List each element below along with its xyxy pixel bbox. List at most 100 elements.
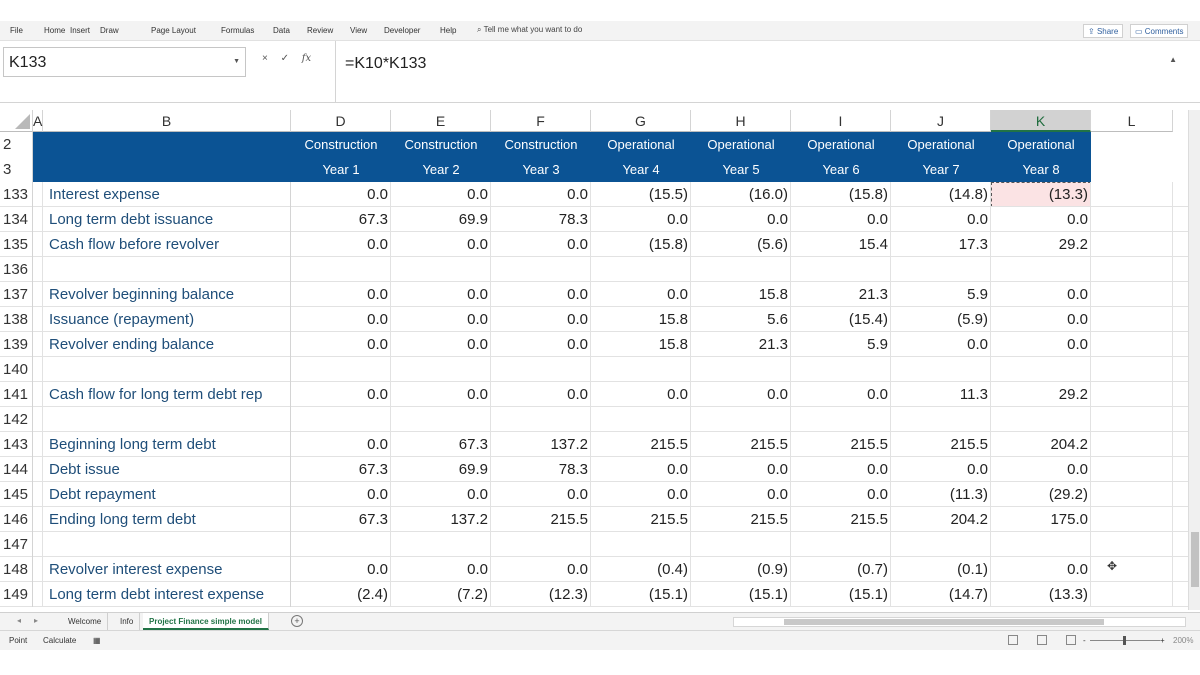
ribbon-tab-data[interactable]: Data — [273, 26, 290, 35]
header-cell[interactable]: Year 3 — [522, 162, 560, 177]
row-label[interactable]: Cash flow before revolver — [43, 232, 291, 257]
cell-a[interactable] — [33, 207, 43, 232]
cell-e[interactable] — [391, 532, 491, 557]
cell-i[interactable]: (15.8) — [791, 182, 891, 207]
cell-h[interactable]: (0.9) — [691, 557, 791, 582]
cell-j[interactable] — [891, 257, 991, 282]
cell-k[interactable]: 0.0 — [991, 457, 1091, 482]
header-cell[interactable]: Construction — [404, 137, 478, 152]
cell-l[interactable] — [1091, 532, 1173, 557]
cell-k[interactable]: 0.0 — [991, 282, 1091, 307]
cell-f[interactable] — [491, 357, 591, 382]
cell-k[interactable]: 175.0 — [991, 507, 1091, 532]
row-label[interactable] — [43, 357, 291, 382]
tell-me-search[interactable]: ⌕ Tell me what you want to do — [477, 25, 583, 34]
cell-i[interactable] — [791, 257, 891, 282]
column-header-i[interactable]: I — [791, 110, 891, 132]
cell-e[interactable]: 0.0 — [391, 282, 491, 307]
cell-d[interactable] — [291, 257, 391, 282]
ribbon-tab-page-layout[interactable]: Page Layout — [151, 26, 196, 35]
status-calculate[interactable]: Calculate — [43, 636, 77, 645]
insert-function-icon[interactable]: fx — [301, 53, 312, 64]
cell-e[interactable]: 69.9 — [391, 457, 491, 482]
cell-k[interactable] — [991, 357, 1091, 382]
chevron-down-icon[interactable]: ▼ — [233, 58, 240, 65]
cell-l[interactable] — [1091, 457, 1173, 482]
cell-g[interactable]: 0.0 — [591, 207, 691, 232]
column-header-a[interactable]: A — [33, 110, 43, 132]
cell-g[interactable]: (15.8) — [591, 232, 691, 257]
enter-icon[interactable]: ✓ — [280, 53, 290, 64]
share-button[interactable]: ⇪ Share — [1083, 24, 1124, 38]
cell-f[interactable]: (12.3) — [491, 582, 591, 607]
cell-h[interactable]: 0.0 — [691, 382, 791, 407]
cell-f[interactable]: 0.0 — [491, 232, 591, 257]
cell-g[interactable] — [591, 532, 691, 557]
cell-d[interactable]: 0.0 — [291, 382, 391, 407]
cell-l[interactable] — [1091, 207, 1173, 232]
cancel-icon[interactable]: × — [262, 53, 268, 64]
cell-a[interactable] — [33, 457, 43, 482]
cell-j[interactable]: (14.8) — [891, 182, 991, 207]
page-break-view-icon[interactable] — [1066, 635, 1076, 645]
select-all-corner[interactable] — [0, 110, 33, 132]
row-number[interactable]: 144 — [0, 457, 33, 482]
cell-a[interactable] — [33, 532, 43, 557]
row-label[interactable]: Interest expense — [43, 182, 291, 207]
cell-e[interactable]: 137.2 — [391, 507, 491, 532]
cell-l[interactable] — [1091, 432, 1173, 457]
cell-j[interactable]: 0.0 — [891, 457, 991, 482]
row-label[interactable]: Long term debt issuance — [43, 207, 291, 232]
ribbon-tab-help[interactable]: Help — [440, 26, 457, 35]
cell-e[interactable]: 0.0 — [391, 182, 491, 207]
row-label[interactable]: Issuance (repayment) — [43, 307, 291, 332]
cell-a[interactable] — [33, 282, 43, 307]
row-label[interactable]: Debt repayment — [43, 482, 291, 507]
row-number[interactable]: 145 — [0, 482, 33, 507]
collapse-formula-bar-icon[interactable]: ▲ — [1169, 55, 1177, 64]
cell-h[interactable]: 0.0 — [691, 457, 791, 482]
row-number[interactable]: 148 — [0, 557, 33, 582]
cell-j[interactable]: (5.9) — [891, 307, 991, 332]
cell-g[interactable] — [591, 257, 691, 282]
cell-l[interactable] — [1091, 482, 1173, 507]
cell-k[interactable]: (13.3) — [991, 182, 1091, 207]
zoom-level[interactable]: 200% — [1173, 636, 1194, 645]
cell-d[interactable]: 67.3 — [291, 507, 391, 532]
cell-e[interactable] — [391, 257, 491, 282]
next-sheet-icon[interactable]: ▸ — [34, 616, 39, 625]
cell-g[interactable]: (0.4) — [591, 557, 691, 582]
cell-d[interactable]: 0.0 — [291, 432, 391, 457]
cell-g[interactable] — [591, 407, 691, 432]
cell-h[interactable]: 215.5 — [691, 432, 791, 457]
cell-k[interactable]: 29.2 — [991, 382, 1091, 407]
cell-i[interactable] — [791, 357, 891, 382]
cell-l[interactable] — [1091, 557, 1173, 582]
zoom-out-icon[interactable]: - — [1083, 636, 1086, 645]
header-cell[interactable]: Year 5 — [722, 162, 760, 177]
vertical-scrollbar[interactable] — [1188, 110, 1200, 610]
cell-j[interactable]: (0.1) — [891, 557, 991, 582]
cell-d[interactable]: 0.0 — [291, 182, 391, 207]
row-label[interactable]: Revolver beginning balance — [43, 282, 291, 307]
column-header-b[interactable]: B — [43, 110, 291, 132]
row-label[interactable]: Long term debt interest expense — [43, 582, 291, 607]
formula-input[interactable]: =K10*K133 ▲ — [335, 41, 1185, 103]
row-number[interactable]: 138 — [0, 307, 33, 332]
header-cell[interactable]: Operational — [707, 137, 775, 152]
row-number[interactable]: 136 — [0, 257, 33, 282]
cell-i[interactable]: 0.0 — [791, 207, 891, 232]
row-label[interactable]: Revolver interest expense — [43, 557, 291, 582]
cell-k[interactable]: (13.3) — [991, 582, 1091, 607]
cell-g[interactable]: 0.0 — [591, 457, 691, 482]
horizontal-scroll-thumb[interactable] — [784, 619, 1104, 625]
cell-h[interactable]: 0.0 — [691, 207, 791, 232]
cell-a[interactable] — [33, 182, 43, 207]
vertical-scroll-thumb[interactable] — [1191, 532, 1199, 587]
row-label[interactable]: Ending long term debt — [43, 507, 291, 532]
cell-i[interactable]: (0.7) — [791, 557, 891, 582]
cell-f[interactable] — [491, 532, 591, 557]
row-number[interactable]: 2 — [0, 132, 33, 157]
cell-k[interactable] — [991, 257, 1091, 282]
cell-e[interactable]: 67.3 — [391, 432, 491, 457]
